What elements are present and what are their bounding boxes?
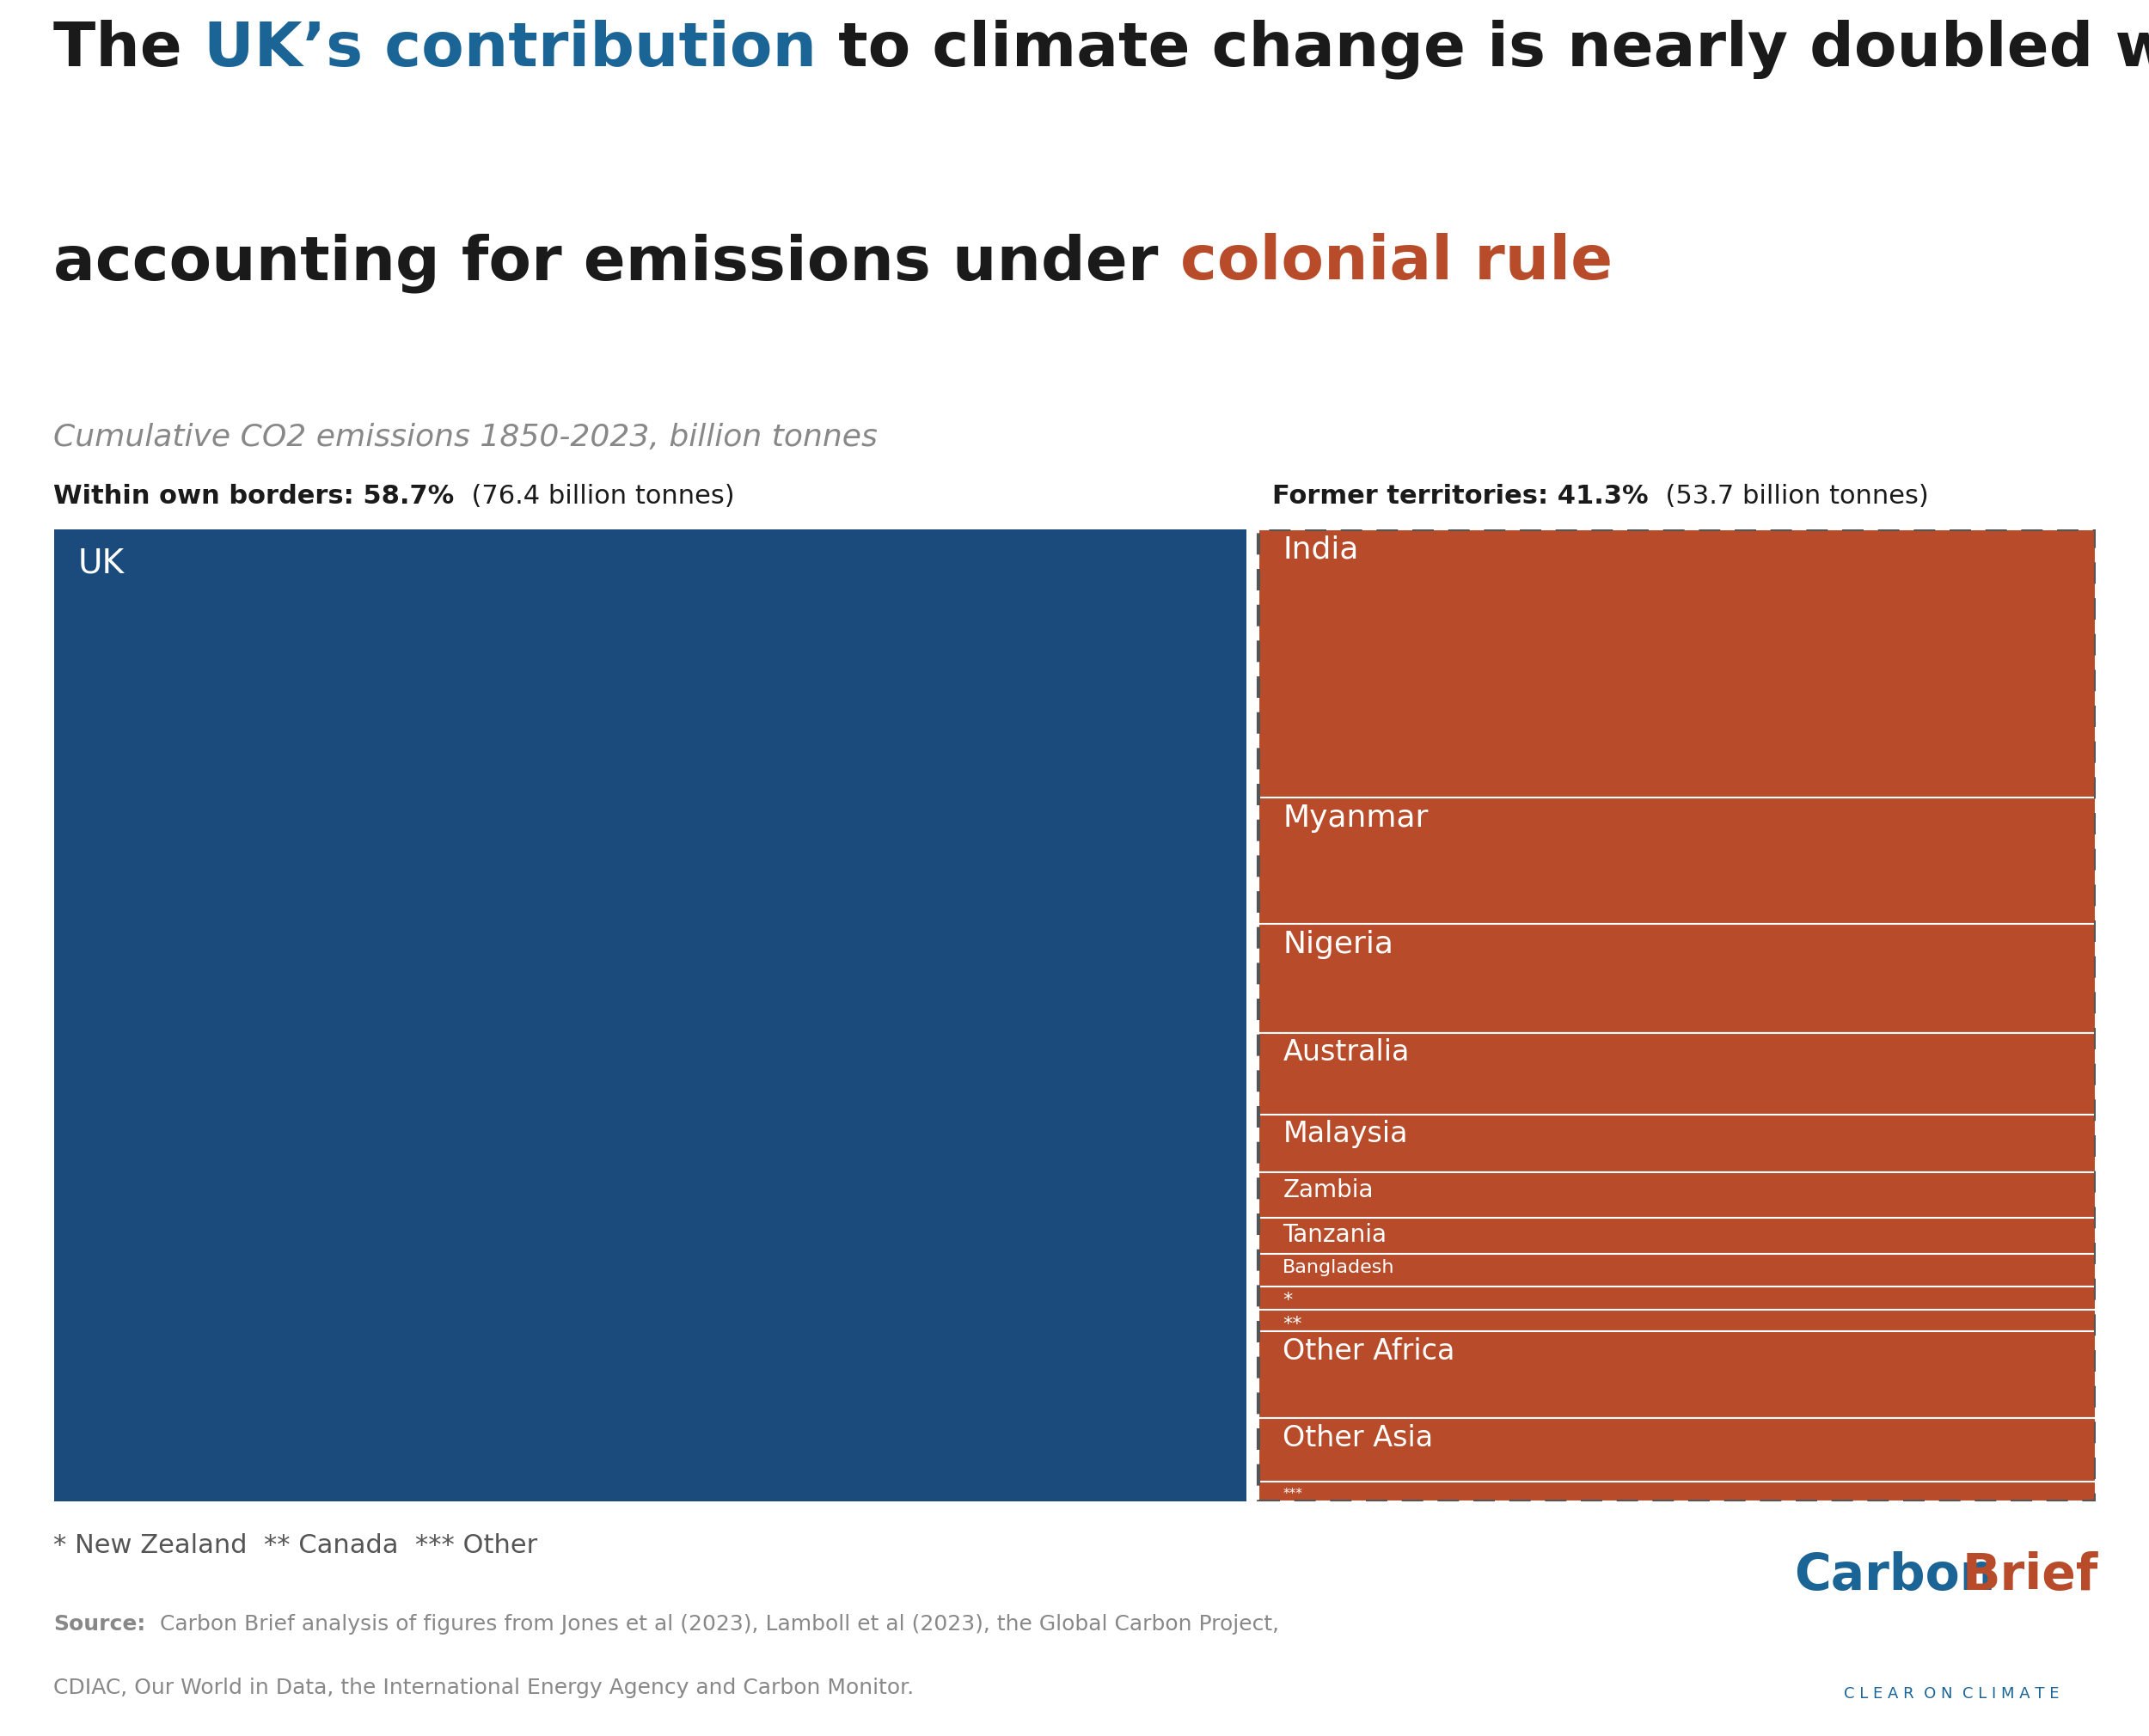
- Bar: [1259, 1483, 2095, 1502]
- Text: ***: ***: [1283, 1488, 1302, 1500]
- Text: UK: UK: [77, 547, 125, 580]
- Text: The: The: [54, 19, 204, 78]
- Text: (53.7 billion tonnes): (53.7 billion tonnes): [1648, 484, 1930, 509]
- Text: **: **: [1283, 1316, 1302, 1333]
- Text: Carbon: Carbon: [1794, 1550, 1996, 1601]
- Text: accounting for emissions under: accounting for emissions under: [54, 233, 1180, 293]
- Text: Australia: Australia: [1283, 1038, 1410, 1068]
- Bar: [1259, 529, 2095, 1502]
- Text: Other Africa: Other Africa: [1283, 1337, 1455, 1366]
- Text: Myanmar: Myanmar: [1283, 804, 1429, 833]
- Text: C L E A R  O N  C L I M A T E: C L E A R O N C L I M A T E: [1844, 1686, 2059, 1701]
- Text: Zambia: Zambia: [1283, 1179, 1373, 1201]
- Text: Tanzania: Tanzania: [1283, 1224, 1386, 1246]
- Bar: [1259, 1253, 2095, 1286]
- Text: Within own borders: 58.7%: Within own borders: 58.7%: [54, 484, 456, 509]
- Text: Former territories: 41.3%: Former territories: 41.3%: [1272, 484, 1648, 509]
- Text: (76.4 billion tonnes): (76.4 billion tonnes): [456, 484, 735, 509]
- Bar: [1259, 1332, 2095, 1418]
- Bar: [1259, 924, 2095, 1033]
- Text: UK’s contribution: UK’s contribution: [204, 19, 817, 78]
- Text: CDIAC, Our World in Data, the International Energy Agency and Carbon Monitor.: CDIAC, Our World in Data, the Internatio…: [54, 1677, 915, 1698]
- Text: to climate change is nearly doubled when: to climate change is nearly doubled when: [817, 19, 2149, 80]
- Text: Source:: Source:: [54, 1614, 146, 1635]
- Bar: [1259, 1115, 2095, 1172]
- Text: Brief: Brief: [1962, 1550, 2097, 1601]
- Text: Bangladesh: Bangladesh: [1283, 1259, 1395, 1276]
- Bar: [1259, 1033, 2095, 1115]
- Bar: [1259, 1286, 2095, 1309]
- Text: * New Zealand  ** Canada  *** Other: * New Zealand ** Canada *** Other: [54, 1533, 537, 1557]
- Text: Carbon Brief analysis of figures from Jones et al (2023), Lamboll et al (2023), : Carbon Brief analysis of figures from Jo…: [146, 1614, 1279, 1635]
- Bar: [54, 529, 1246, 1502]
- Text: colonial rule: colonial rule: [1180, 233, 1612, 293]
- Text: *: *: [1283, 1292, 1292, 1309]
- Text: Other Asia: Other Asia: [1283, 1424, 1433, 1453]
- Text: India: India: [1283, 535, 1358, 564]
- Text: Cumulative CO2 emissions 1850-2023, billion tonnes: Cumulative CO2 emissions 1850-2023, bill…: [54, 424, 879, 451]
- Text: Malaysia: Malaysia: [1283, 1120, 1408, 1149]
- Bar: [1259, 1172, 2095, 1217]
- Bar: [1259, 1309, 2095, 1332]
- Bar: [1259, 797, 2095, 924]
- Bar: [1259, 1217, 2095, 1253]
- Bar: [1259, 1418, 2095, 1483]
- Bar: [1259, 529, 2095, 797]
- Text: Nigeria: Nigeria: [1283, 930, 1393, 960]
